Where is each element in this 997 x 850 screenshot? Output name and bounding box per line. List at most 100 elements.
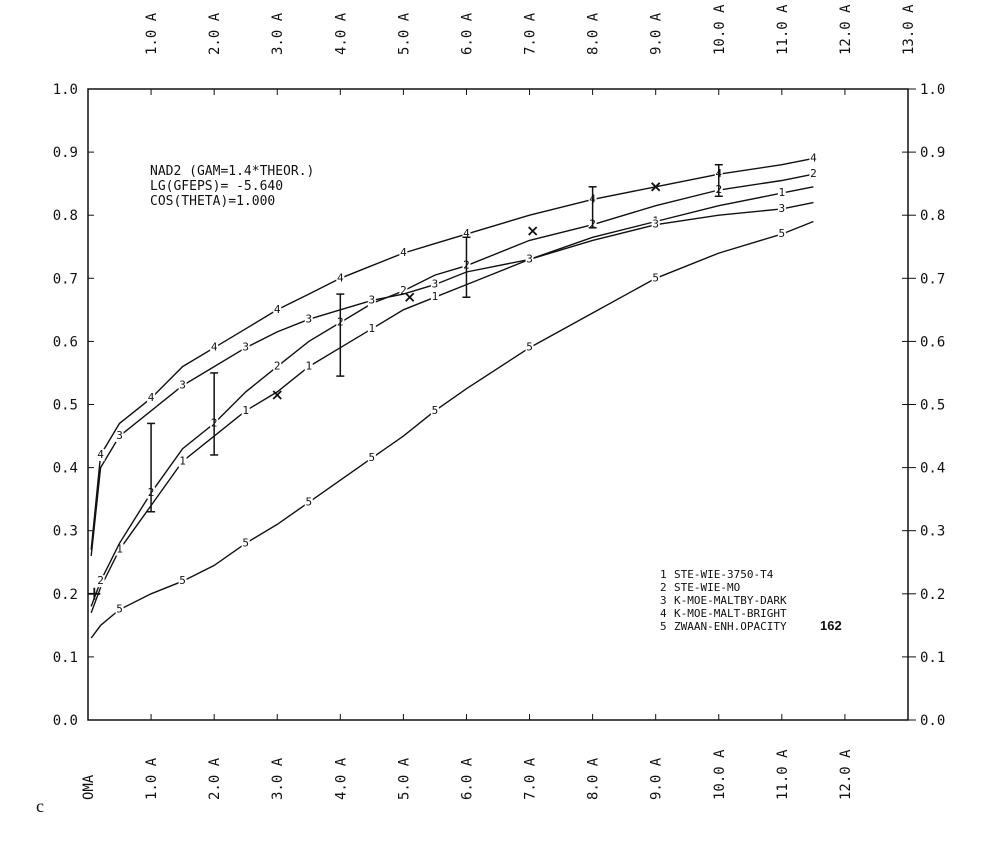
y2-tick-label: 0.4 <box>920 461 945 477</box>
series-marker: 1 <box>779 186 786 199</box>
cross-mark <box>405 292 415 302</box>
series-marker: 1 <box>369 322 376 335</box>
series-marker: 1 <box>179 454 186 467</box>
marker-bg <box>367 294 376 307</box>
marker-bg <box>651 218 660 231</box>
marker-bg <box>430 291 439 304</box>
series-marker: 5 <box>652 271 659 284</box>
series-marker: 5 <box>369 451 376 464</box>
series-marker: 3 <box>242 341 249 354</box>
marker-bg <box>241 341 250 354</box>
x-tick-label: 1.0 A <box>144 757 160 800</box>
series-marker: 4 <box>274 303 281 316</box>
y-tick-label: 0.1 <box>53 650 78 666</box>
x-tick-label: 7.0 A <box>523 757 539 800</box>
marker-bg <box>399 247 408 260</box>
legend-id: 4 <box>660 607 667 620</box>
series-marker: 5 <box>305 495 312 508</box>
y-tick-label: 0.0 <box>53 713 78 729</box>
series-marker: 3 <box>179 379 186 392</box>
marker-bg <box>809 168 818 181</box>
legend-id: 5 <box>660 620 667 633</box>
marker-bg <box>178 379 187 392</box>
marker-bg <box>809 152 818 165</box>
series-marker: 3 <box>526 252 533 265</box>
x-tick-label: 10.0 A <box>712 749 728 800</box>
marker-bg <box>336 272 345 285</box>
series-marker: 4 <box>211 341 218 354</box>
series-marker: 3 <box>432 278 439 291</box>
y-tick-label: 0.6 <box>53 334 78 350</box>
marker-bg <box>367 452 376 465</box>
marker-bg <box>273 360 282 373</box>
legend-id: 3 <box>660 594 667 607</box>
series-marker: 1 <box>242 404 249 417</box>
marker-bg <box>96 448 105 461</box>
x2-tick-label: 3.0 A <box>270 12 286 55</box>
cross-mark <box>528 226 538 236</box>
marker-bg <box>462 228 471 241</box>
marker-bg <box>304 496 313 509</box>
marker-bg <box>399 284 408 297</box>
series-marker: 3 <box>779 202 786 215</box>
y2-tick-label: 0.0 <box>920 713 945 729</box>
marker-bg <box>430 404 439 417</box>
series-marker: 1 <box>432 290 439 303</box>
series-marker: 4 <box>148 391 155 404</box>
x2-tick-label: 10.0 A <box>712 4 728 55</box>
y2-tick-label: 0.2 <box>920 587 945 603</box>
series-marker: 2 <box>274 360 281 373</box>
series-marker: 5 <box>432 404 439 417</box>
x2-tick-label: 7.0 A <box>523 12 539 55</box>
y2-tick-label: 0.7 <box>920 271 945 287</box>
figure-number: 162 <box>820 618 842 633</box>
y2-tick-label: 0.8 <box>920 208 945 224</box>
marker-bg <box>430 278 439 291</box>
cross-mark <box>272 390 282 400</box>
x2-tick-label: 6.0 A <box>459 12 475 55</box>
x-tick-label: 3.0 A <box>270 757 286 800</box>
marker-bg <box>147 392 156 405</box>
series-marker: 2 <box>810 167 817 180</box>
x-tick-label: 9.0 A <box>649 757 665 800</box>
x-tick-label: 5.0 A <box>396 757 412 800</box>
x-tick-label: 4.0 A <box>333 757 349 800</box>
series-line <box>90 173 814 607</box>
legend-label: ZWAAN-ENH.OPACITY <box>674 620 787 633</box>
x2-tick-label: 11.0 A <box>775 4 791 55</box>
marker-bg <box>115 543 124 556</box>
marker-bg <box>96 575 105 588</box>
y-tick-label: 0.4 <box>53 461 78 477</box>
y2-tick-label: 1.0 <box>920 82 945 98</box>
marker-bg <box>178 455 187 468</box>
y-tick-label: 0.2 <box>53 587 78 603</box>
marker-bg <box>178 575 187 588</box>
x2-tick-label: 8.0 A <box>586 12 602 55</box>
series-marker: 1 <box>305 360 312 373</box>
x2-tick-label: 2.0 A <box>207 12 223 55</box>
y2-tick-label: 0.6 <box>920 334 945 350</box>
y2-tick-label: 0.9 <box>920 145 945 161</box>
y-tick-label: 0.3 <box>53 524 78 540</box>
marker-bg <box>777 228 786 241</box>
annotation: LG(GFEPS)= -5.640 <box>150 179 283 194</box>
series-marker: 1 <box>116 543 123 556</box>
series-marker: 4 <box>810 151 817 164</box>
x-tick-label: OMA <box>81 774 97 800</box>
x-tick-label: 8.0 A <box>586 757 602 800</box>
marker-bg <box>304 360 313 373</box>
series-line <box>90 201 814 556</box>
series-marker: 4 <box>97 448 104 461</box>
marker-bg <box>525 341 534 354</box>
cross-mark <box>651 182 661 192</box>
y-tick-label: 0.9 <box>53 145 78 161</box>
series-line <box>90 157 814 550</box>
y2-tick-label: 0.5 <box>920 398 945 414</box>
legend-id: 2 <box>660 581 667 594</box>
y-tick-label: 0.7 <box>53 271 78 287</box>
y-tick-label: 1.0 <box>53 82 78 98</box>
legend-label: STE-WIE-MO <box>674 581 740 594</box>
series-line <box>90 186 814 613</box>
marker-bg <box>367 322 376 335</box>
